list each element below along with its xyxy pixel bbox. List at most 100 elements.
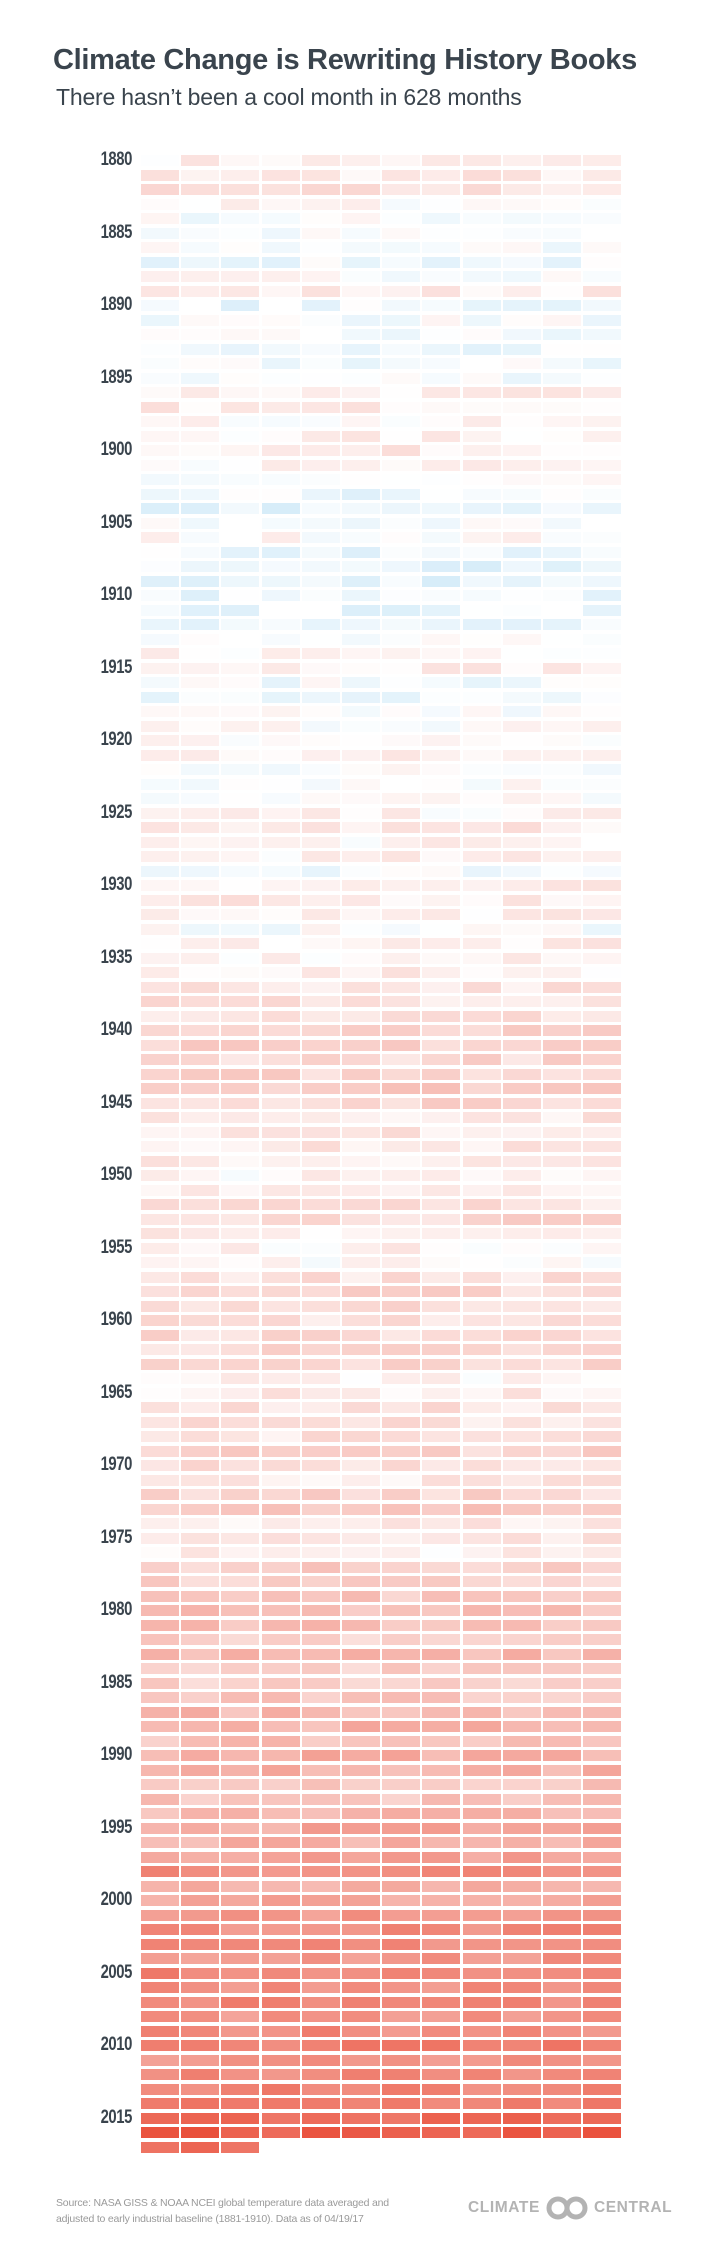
heatmap-row-1939 [141, 1010, 622, 1022]
heatmap-cell [382, 198, 421, 210]
heatmap-cell [543, 1996, 581, 2008]
heatmap-cell [141, 1880, 179, 1892]
heatmap-cell [261, 256, 300, 268]
heatmap-cell [342, 314, 380, 326]
heatmap-cell [583, 358, 622, 369]
heatmap-cell [543, 300, 581, 311]
heatmap-cell [543, 1605, 581, 1616]
heatmap-cell [502, 691, 541, 703]
heatmap-cell [221, 1692, 260, 1703]
heatmap-cell [422, 2112, 461, 2124]
heatmap-cell [261, 1126, 300, 1138]
heatmap-row-1925 [141, 807, 622, 819]
heatmap-cell [543, 401, 581, 413]
heatmap-cell [583, 923, 622, 935]
heatmap-cell [301, 1735, 340, 1747]
heatmap-cell [382, 952, 421, 964]
heatmap-cell [502, 923, 541, 935]
heatmap-cell [221, 1025, 260, 1036]
heatmap-cell [422, 1634, 461, 1645]
heatmap-cell [583, 198, 622, 210]
heatmap-cell [502, 1547, 541, 1558]
heatmap-cell [462, 416, 501, 427]
heatmap-cell [221, 1112, 260, 1123]
heatmap-cell [261, 372, 300, 384]
y-tick-label: 1880 [100, 149, 133, 170]
heatmap-cell [502, 1097, 541, 1109]
heatmap-cell [141, 633, 179, 645]
heatmap-cell [141, 836, 179, 848]
heatmap-cell [422, 1518, 461, 1529]
heatmap-cell [543, 1851, 581, 1863]
heatmap-cell [342, 633, 380, 645]
heatmap-cell [342, 285, 380, 297]
heatmap-cell [261, 1692, 300, 1703]
heatmap-cell [422, 1228, 461, 1239]
heatmap-cell [181, 1402, 220, 1413]
heatmap-cell [342, 2112, 380, 2124]
heatmap-cell [301, 532, 340, 543]
heatmap-cell [301, 1460, 340, 1471]
heatmap-cell [422, 633, 461, 645]
heatmap-cell [422, 1735, 461, 1747]
heatmap-cell [301, 720, 340, 732]
heatmap-cell [583, 1286, 622, 1297]
heatmap-cell [422, 735, 461, 746]
heatmap-cell [181, 1170, 220, 1181]
heatmap-cell [221, 1721, 260, 1732]
heatmap-cell [261, 1648, 300, 1660]
heatmap-cell [583, 1315, 622, 1326]
heatmap-cell [543, 343, 581, 355]
heatmap-cell [141, 1025, 179, 1036]
heatmap-cell [301, 575, 340, 587]
heatmap-cell [261, 1489, 300, 1500]
heatmap-cell [221, 387, 260, 398]
heatmap-cell [342, 880, 380, 891]
heatmap-cell [382, 1242, 421, 1254]
heatmap-cell [382, 1402, 421, 1413]
heatmap-row-1908 [141, 561, 622, 572]
heatmap-cell [181, 691, 220, 703]
heatmap-cell [301, 1054, 340, 1065]
heatmap-cell [301, 778, 340, 790]
heatmap-cell [301, 1532, 340, 1544]
heatmap-cell [422, 1213, 461, 1225]
heatmap-row-1989 [141, 1735, 622, 1747]
heatmap-cell [583, 2098, 622, 2109]
heatmap-cell [422, 1706, 461, 1718]
heatmap-cell [583, 1648, 622, 1660]
heatmap-cell [502, 372, 541, 384]
heatmap-cell [342, 894, 380, 906]
heatmap-row-1906 [141, 532, 622, 543]
heatmap-cell [261, 271, 300, 282]
heatmap-cell [382, 2112, 421, 2124]
heatmap-cell [141, 488, 179, 500]
y-tick-label: 1900 [100, 439, 133, 460]
heatmap-cell [181, 1489, 220, 1500]
heatmap-cell [583, 1300, 622, 1312]
heatmap-cell [382, 1561, 421, 1573]
heatmap-cell [422, 1547, 461, 1558]
heatmap-cell [462, 343, 501, 355]
heatmap-cell [221, 793, 260, 804]
heatmap-cell [502, 271, 541, 282]
heatmap-cell [342, 1532, 380, 1544]
heatmap-cell [342, 2127, 380, 2138]
heatmap-cell [543, 1764, 581, 1776]
heatmap-row-1896 [141, 387, 622, 398]
heatmap-cell [543, 1750, 581, 1761]
heatmap-cell [141, 1184, 179, 1196]
heatmap-cell [301, 1837, 340, 1848]
heatmap-cell [181, 1982, 220, 1993]
heatmap-cell [543, 1083, 581, 1094]
heatmap-cell [583, 1605, 622, 1616]
heatmap-cell [422, 1416, 461, 1428]
heatmap-cell [301, 300, 340, 311]
heatmap-cell [342, 1271, 380, 1283]
heatmap-cell [462, 677, 501, 688]
heatmap-cell [583, 1170, 622, 1181]
heatmap-row-1995 [141, 1822, 622, 1834]
heatmap-cell [181, 445, 220, 456]
heatmap-cell [382, 271, 421, 282]
heatmap-cell [301, 1605, 340, 1616]
